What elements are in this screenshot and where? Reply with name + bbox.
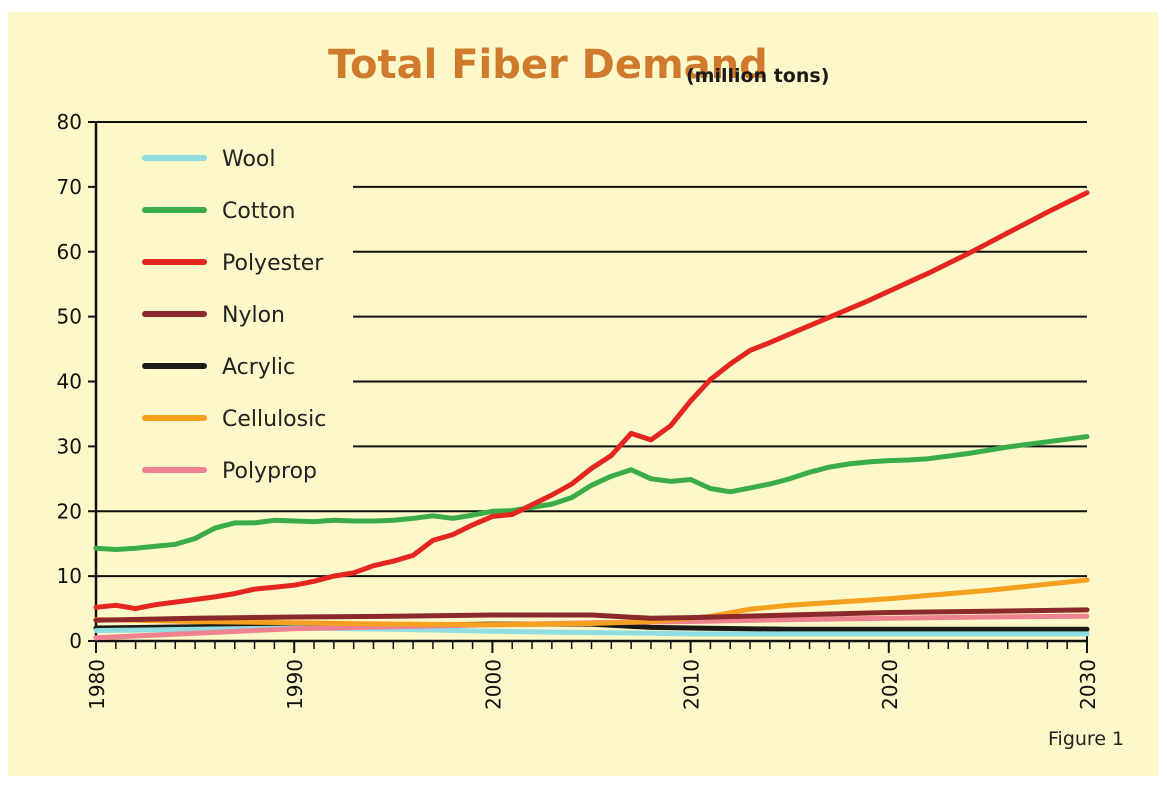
legend-label-wool: Wool (222, 147, 276, 172)
y-tick-label: 30 (57, 434, 82, 458)
legend-label-cellulosic: Cellulosic (222, 407, 326, 432)
y-tick-label: 20 (57, 499, 82, 523)
legend-label-nylon: Nylon (222, 303, 285, 328)
x-tick-label: 2010 (680, 659, 704, 710)
legend-label-polyprop: Polyprop (222, 459, 317, 484)
series-line-acrylic (93, 621, 1090, 632)
legend-label-cotton: Cotton (222, 199, 295, 224)
y-tick-label: 10 (57, 564, 82, 588)
series-lines (93, 190, 1090, 641)
chart-subtitle: (million tons) (686, 65, 829, 87)
y-tick-label: 40 (57, 370, 82, 394)
chart-frame: Total Fiber Demand (million tons) 0 10 20 3… (8, 12, 1158, 776)
legend-label-acrylic: Acrylic (222, 355, 295, 380)
x-tick-label: 2020 (878, 659, 902, 710)
y-tick-label: 70 (57, 175, 82, 199)
figure-label: Figure 1 (1048, 728, 1124, 750)
legend-label-polyester: Polyester (222, 251, 324, 276)
fiber-demand-chart: Total Fiber Demand (million tons) 010203… (57, 42, 1125, 750)
series-line-cellulosic (93, 577, 1090, 628)
x-tick-label: 2000 (481, 659, 505, 710)
series-line-nylon (93, 607, 1090, 623)
series-line-cotton (93, 434, 1090, 552)
gridlines (96, 121, 1087, 578)
series-line-polyester (93, 190, 1090, 612)
y-tick-label: 80 (57, 110, 82, 134)
y-tick-label: 50 (57, 305, 82, 329)
y-tick-label: 60 (57, 240, 82, 264)
legend: Wool Cotton Polyester Nylon Acrylic Cellulosi… (142, 147, 326, 484)
x-tick-label: 1980 (85, 659, 109, 710)
x-tick-label: 2030 (1076, 659, 1100, 710)
x-tick-label: 1990 (283, 659, 307, 710)
chart-title: Total Fiber Demand (328, 42, 768, 88)
y-tick-label: 0 (69, 629, 82, 653)
